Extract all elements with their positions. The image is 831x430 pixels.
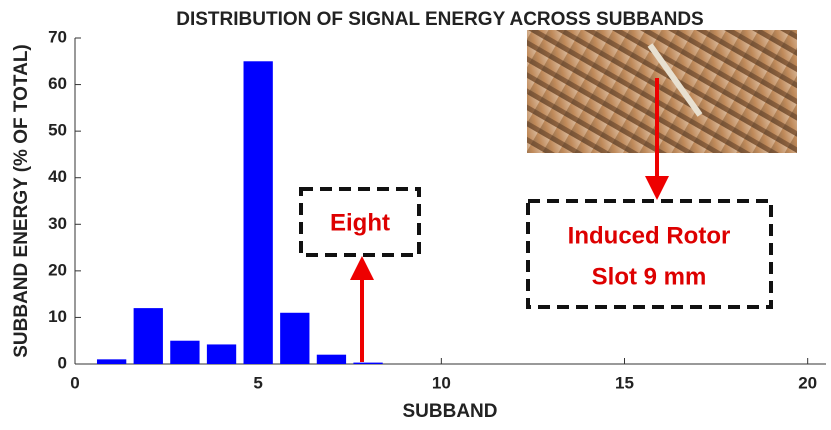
y-tick-label: 50: [48, 121, 67, 140]
y-tick-label: 0: [58, 353, 67, 372]
y-tick-label: 60: [48, 74, 67, 93]
x-tick-label: 5: [253, 373, 262, 392]
bar: [207, 344, 236, 364]
chart: DISTRIBUTION OF SIGNAL ENERGY ACROSS SUB…: [0, 0, 831, 430]
bar: [134, 308, 163, 364]
y-tick-label: 70: [48, 27, 67, 46]
bar: [244, 61, 273, 364]
chart-title: DISTRIBUTION OF SIGNAL ENERGY ACROSS SUB…: [176, 9, 703, 30]
y-axis-label: SUBBAND ENERGY (% OF TOTAL): [11, 44, 32, 358]
annotation-box: [528, 201, 771, 307]
y-tick-label: 20: [48, 260, 67, 279]
x-tick-label: 0: [70, 373, 79, 392]
x-tick-label: 15: [615, 373, 634, 392]
annotation: Slot 9 mm: [592, 263, 707, 290]
rotor-photo: [527, 30, 797, 153]
x-axis-label: SUBBAND: [403, 401, 498, 422]
annotation: Induced Rotor: [568, 222, 731, 249]
x-tick-label: 20: [798, 373, 817, 392]
x-tick-label: 10: [432, 373, 451, 392]
bar: [353, 363, 382, 364]
bar: [170, 341, 199, 364]
bar: [97, 359, 126, 364]
bar: [317, 355, 346, 364]
annotation: Eight: [330, 209, 390, 236]
y-tick-label: 40: [48, 167, 67, 186]
bar: [280, 313, 309, 364]
y-tick-label: 30: [48, 214, 67, 233]
y-tick-label: 10: [48, 307, 67, 326]
